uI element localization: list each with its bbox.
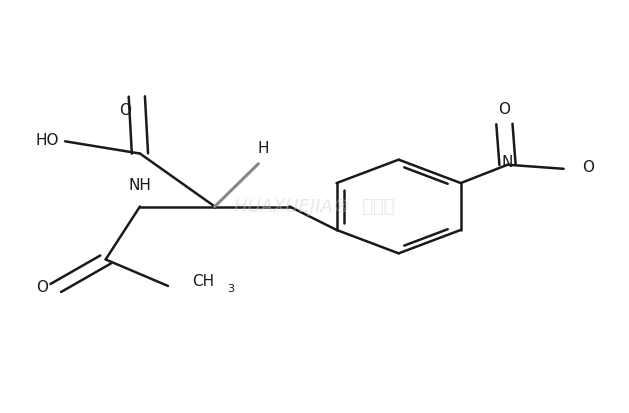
Text: O: O xyxy=(120,102,131,118)
Text: HO: HO xyxy=(36,133,59,148)
Text: 3: 3 xyxy=(227,284,234,294)
Text: O: O xyxy=(582,161,594,176)
Text: HUAXUEJIA®  化学加: HUAXUEJIA® 化学加 xyxy=(234,197,395,216)
Text: CH: CH xyxy=(192,274,214,290)
Text: O: O xyxy=(36,280,48,294)
Text: H: H xyxy=(258,141,269,157)
Text: NH: NH xyxy=(128,178,152,193)
Text: O: O xyxy=(498,102,510,116)
Text: N: N xyxy=(502,155,513,170)
